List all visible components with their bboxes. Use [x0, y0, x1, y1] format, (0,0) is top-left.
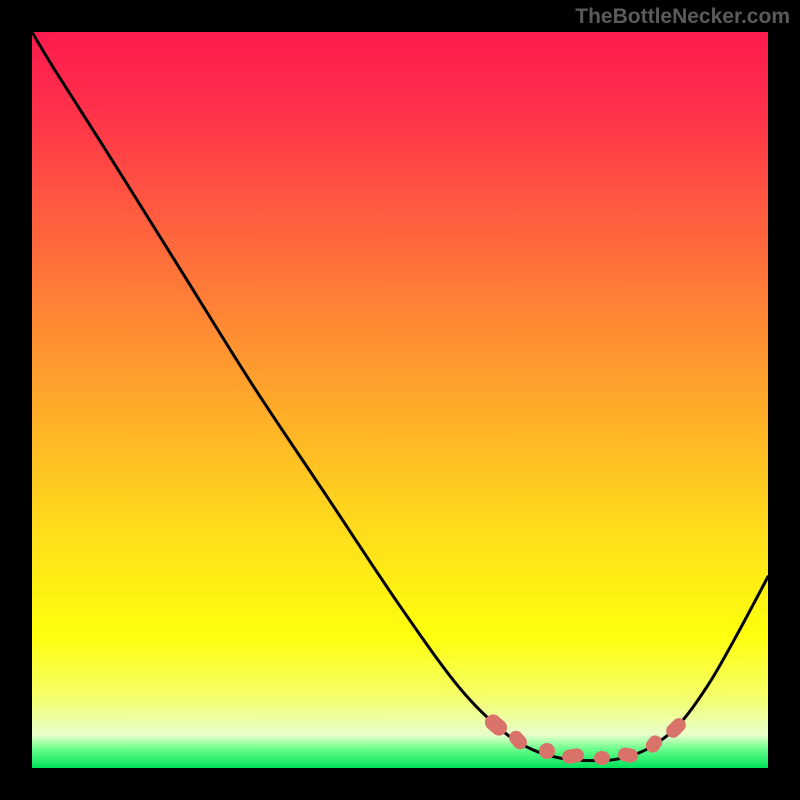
- bottleneck-curve: [32, 32, 768, 761]
- curve-marker-2: [539, 743, 555, 759]
- chart-container: TheBottleNecker.com: [0, 0, 800, 800]
- curve-marker-4: [594, 751, 610, 765]
- plot-area: [32, 32, 768, 768]
- attribution-label: TheBottleNecker.com: [575, 5, 790, 29]
- curve-svg: [32, 32, 768, 768]
